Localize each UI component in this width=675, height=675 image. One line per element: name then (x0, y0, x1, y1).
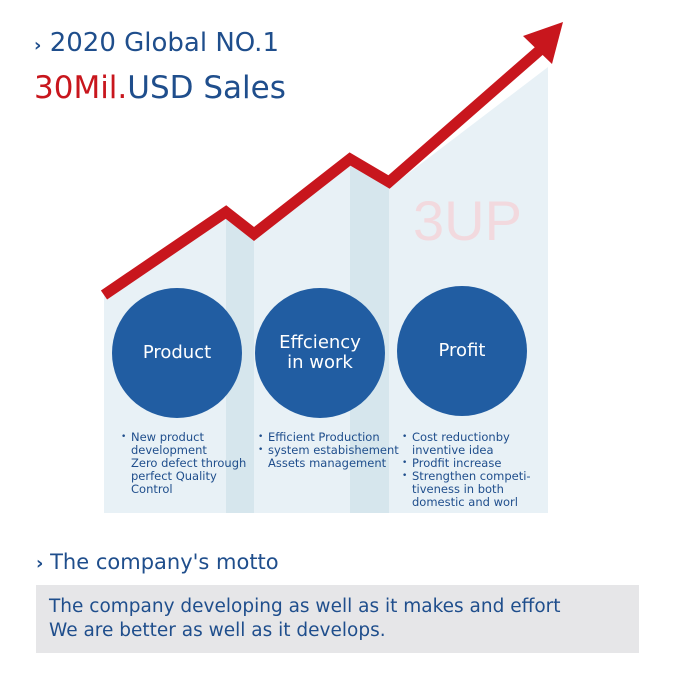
list-item: Cost reductionby inventive idea (402, 431, 531, 457)
bullet-line: perfect Quality (131, 469, 217, 483)
pillar-title: Product (142, 342, 212, 363)
motto-line: The company developing as well as it mak… (49, 596, 561, 617)
bullet-line: Zero defect through (131, 456, 247, 470)
watermark-3up: 3UP (413, 189, 522, 252)
pillar-circle-product: Product (112, 288, 242, 418)
headline-sales: 30Mil.USD Sales (34, 70, 286, 106)
list-item: Strengthen competi- tiveness in both dom… (402, 470, 531, 509)
pillar-title: Profit (438, 340, 486, 361)
pillar-title-line: in work (287, 352, 353, 373)
pillar-title-line: Effciency (279, 332, 361, 353)
motto-heading-text: The company's motto (50, 550, 279, 574)
headline-ranking: › 2020 Global NO.1 (34, 28, 279, 58)
list-item: Prodfit increase (402, 456, 531, 471)
motto-box: The company developing as well as it mak… (36, 585, 639, 653)
bullet-line: Prodfit increase (412, 456, 502, 470)
pillar-circle-profit: Profit (397, 286, 527, 416)
headline-sales-amount: 30Mil. (34, 70, 128, 106)
bullet-line: inventive idea (412, 443, 494, 457)
pillar-title: Effciency in work (265, 333, 375, 373)
motto-heading: › The company's motto (36, 550, 279, 574)
list-item: Efficient Production (258, 430, 399, 445)
headline-ranking-text: 2020 Global NO.1 (49, 28, 279, 58)
bullet-line: domestic and worl (412, 495, 518, 509)
bullet-line: Efficient Production (268, 430, 380, 444)
list-item: New product development Zero defect thro… (121, 431, 246, 496)
bullet-line: system estabishement (268, 443, 399, 457)
growth-arrow-line (100, 45, 544, 300)
pillar-bullets-product: New product development Zero defect thro… (121, 431, 246, 496)
bullet-line: Control (131, 482, 173, 496)
bullet-line: Cost reductionby (412, 430, 510, 444)
list-item: system estabishement Assets management (258, 444, 399, 470)
motto-line: We are better as well as it develops. (49, 620, 386, 641)
growth-arrow-head (523, 22, 563, 64)
chevron-right-icon: › (34, 35, 42, 56)
chevron-right-icon: › (36, 553, 44, 574)
pillar-bullets-efficiency: Efficient Production system estabishemen… (258, 431, 399, 470)
bullet-line: tiveness in both (412, 482, 504, 496)
bullet-line: development (131, 443, 207, 457)
bullet-line: Strengthen competi- (412, 469, 531, 483)
headline-sales-label: USD Sales (127, 70, 286, 106)
bullet-line: New product (131, 430, 204, 444)
pillar-circle-efficiency: Effciency in work (255, 288, 385, 418)
bullet-line: Assets management (268, 456, 387, 470)
pillar-bullets-profit: Cost reductionby inventive idea Prodfit … (402, 431, 531, 509)
